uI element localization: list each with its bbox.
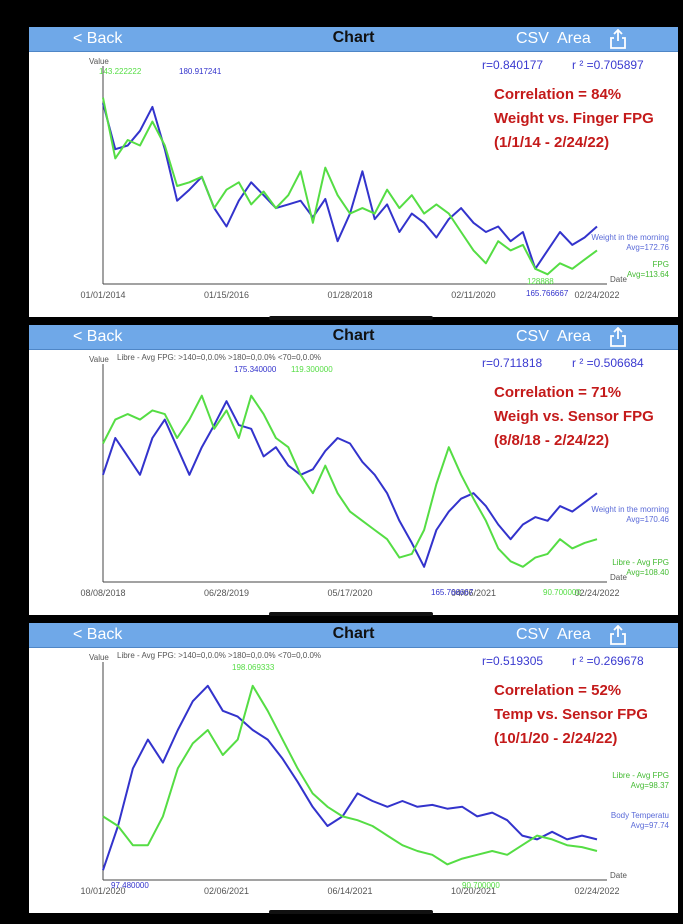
x-tick-label: 10/20/2021 <box>451 886 496 896</box>
blue-series-line <box>102 400 598 568</box>
legend-summary: Libre - Avg FPG: >140=0,0.0% >180=0,0.0%… <box>117 651 321 660</box>
series-label-green: FPG <box>653 260 669 269</box>
home-indicator[interactable] <box>269 910 433 914</box>
correlation-annotation: Weight vs. Finger FPG <box>494 110 654 127</box>
peak-label: 90.700000 <box>462 881 500 890</box>
series-label-blue: Weight in the morning <box>591 233 669 242</box>
area-button[interactable]: Area <box>557 30 591 47</box>
back-button[interactable]: < Back <box>73 30 123 47</box>
x-tick-label: 01/15/2016 <box>204 290 249 300</box>
peak-label: 97.480000 <box>111 881 149 890</box>
correlation-annotation: Correlation = 71% <box>494 384 621 401</box>
x-tick-label: 02/06/2021 <box>204 886 249 896</box>
navbar: < Back Chart CSV Area <box>29 623 678 648</box>
green-series-line <box>102 684 598 866</box>
green-series-line <box>102 97 598 276</box>
x-axis-label: Date <box>610 573 627 582</box>
area-button[interactable]: Area <box>557 328 591 345</box>
series-avg-green: Avg=108.40 <box>626 568 669 577</box>
peak-label: 180.917241 <box>179 67 222 76</box>
navbar: < Back Chart CSV Area <box>29 325 678 350</box>
series-label-green: Libre - Avg FPG <box>612 771 669 780</box>
line-chart: Value Date 01/01/2014 01/15/2016 01/28/2018 0… <box>80 57 670 300</box>
blue-series-line <box>102 684 598 871</box>
r-squared-value: r ² =0.506684 <box>572 356 644 370</box>
series-avg-green: Avg=113.64 <box>627 270 670 279</box>
correlation-annotation: Weigh vs. Sensor FPG <box>494 408 654 425</box>
back-button[interactable]: < Back <box>73 626 123 643</box>
peak-label: 119.300000 <box>291 365 333 374</box>
series-label-blue: Body Temperatu <box>611 811 669 820</box>
chart-panel-3: < Back Chart CSV Area Value Date Libre - A… <box>29 623 678 913</box>
r-squared-value: r ² =0.269678 <box>572 654 644 668</box>
csv-button[interactable]: CSV <box>516 30 549 47</box>
x-tick-label: 06/14/2021 <box>327 886 372 896</box>
series-avg-blue: Avg=97.74 <box>631 821 670 830</box>
correlation-annotation: (1/1/14 - 2/24/22) <box>494 134 609 151</box>
share-icon[interactable] <box>609 327 627 347</box>
x-tick-label: 06/28/2019 <box>204 588 249 598</box>
peak-label: 198.069333 <box>232 663 275 672</box>
navbar: < Back Chart CSV Area <box>29 27 678 52</box>
csv-button[interactable]: CSV <box>516 626 549 643</box>
r-value: r=0.711818 <box>482 356 542 370</box>
r-value: r=0.519305 <box>482 654 543 668</box>
r-squared-value: r ² =0.705897 <box>572 58 644 72</box>
series-avg-blue: Avg=170.46 <box>626 515 669 524</box>
correlation-annotation: Correlation = 84% <box>494 86 621 103</box>
y-axis-label: Value <box>89 653 109 662</box>
peak-label: 175.340000 <box>234 365 277 374</box>
x-axis-label: Date <box>610 275 627 284</box>
share-icon[interactable] <box>609 29 627 49</box>
y-axis-label: Value <box>89 57 109 66</box>
correlation-annotation: (8/8/18 - 2/24/22) <box>494 432 609 449</box>
x-tick-label: 10/01/2020 <box>80 886 125 896</box>
green-series-line <box>102 394 598 568</box>
y-axis-label: Value <box>89 355 109 364</box>
series-label-blue: Weight in the morning <box>591 505 669 514</box>
correlation-annotation: (10/1/20 - 2/24/22) <box>494 730 617 747</box>
peak-label: 90.700000 <box>543 588 581 597</box>
share-icon[interactable] <box>609 625 627 645</box>
csv-button[interactable]: CSV <box>516 328 549 345</box>
x-tick-label: 02/11/2020 <box>451 290 495 300</box>
line-chart: Value Date Libre - Avg FPG: >140=0,0.0% >1… <box>80 651 670 896</box>
series-label-green: Libre - Avg FPG <box>612 558 669 567</box>
back-button[interactable]: < Back <box>73 328 123 345</box>
line-chart: Value Date Libre - Avg FPG: >140=0,0.0% >1… <box>80 353 669 598</box>
x-tick-label: 02/24/2022 <box>574 290 619 300</box>
x-tick-label: 05/17/2020 <box>327 588 372 598</box>
x-axis-label: Date <box>610 871 627 880</box>
chart-panel-2: < Back Chart CSV Area Value Date Libre - A… <box>29 325 678 615</box>
x-tick-label: 01/28/2018 <box>327 290 372 300</box>
home-indicator[interactable] <box>269 316 433 320</box>
chart-panel-1: < Back Chart CSV Area Value Date 01/01/201… <box>29 27 678 317</box>
peak-label: 165.766667 <box>526 289 569 298</box>
correlation-annotation: Temp vs. Sensor FPG <box>494 706 648 723</box>
peak-label: 143.222222 <box>99 67 142 76</box>
peak-label: 165.766667 <box>431 588 474 597</box>
x-tick-label: 01/01/2014 <box>80 290 125 300</box>
series-avg-green: Avg=98.37 <box>631 781 670 790</box>
x-tick-label: 04/06/2021 <box>451 588 496 598</box>
r-value: r=0.840177 <box>482 58 543 72</box>
x-tick-label: 02/24/2022 <box>574 588 619 598</box>
series-avg-blue: Avg=172.76 <box>626 243 669 252</box>
x-tick-label: 02/24/2022 <box>574 886 619 896</box>
peak-label: 128888 <box>527 277 554 286</box>
area-button[interactable]: Area <box>557 626 591 643</box>
home-indicator[interactable] <box>269 612 433 616</box>
x-tick-label: 08/08/2018 <box>80 588 125 598</box>
correlation-annotation: Correlation = 52% <box>494 682 621 699</box>
legend-summary: Libre - Avg FPG: >140=0,0.0% >180=0,0.0%… <box>117 353 321 362</box>
